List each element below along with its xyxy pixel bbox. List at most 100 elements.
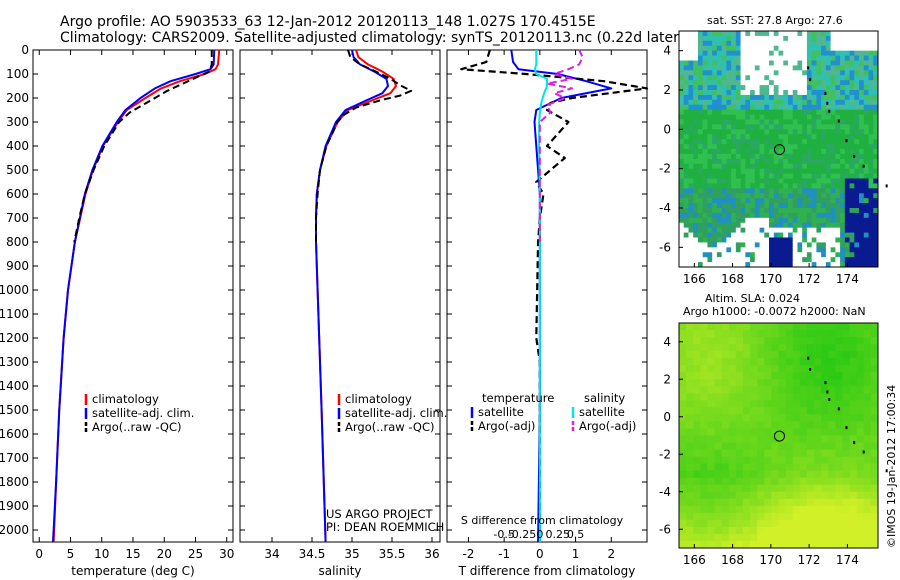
temperature-xtick-label: 15	[125, 547, 140, 561]
salinity-xtick-label: 34.5	[299, 547, 326, 561]
salinity-legend-label: satellite-adj. clim.	[345, 406, 447, 420]
sla-island	[828, 398, 831, 401]
sla-map-ytick-label: 2	[663, 372, 671, 386]
difference-s-tick-label: 0.25	[545, 528, 570, 541]
salinity-series-satellite-adj-clim-	[315, 49, 389, 543]
depth-tick-label: 1400	[0, 379, 29, 393]
difference-frame	[446, 49, 648, 543]
sla-map-ytick-label: -2	[659, 447, 671, 461]
sst-map-ytick-label: 4	[663, 44, 671, 58]
sst-map-ytick-label: -4	[659, 201, 671, 215]
difference-legend-s-head: salinity	[584, 391, 625, 405]
difference-series-salinity-satellite	[533, 50, 548, 542]
difference-s-axis-label: S difference from climatology	[461, 514, 624, 527]
depth-tick-label: 900	[6, 259, 29, 273]
sla-map-frame	[678, 322, 879, 549]
sla-map-ytick-label: 0	[663, 410, 671, 424]
difference-s-legend-label: satellite	[579, 405, 625, 419]
difference-s-tick-label: -0.5	[493, 528, 514, 541]
sst-map-xtick-label: 172	[798, 272, 821, 286]
depth-tick-label: 1700	[0, 451, 29, 465]
sst-island	[824, 91, 827, 95]
sla-island	[862, 450, 865, 454]
difference-s-legend-label: Argo(-adj)	[579, 419, 636, 433]
temperature-legend-label: Argo(..raw -QC)	[92, 420, 182, 434]
difference-s-tick-label: -0.25	[508, 528, 536, 541]
sla-map-ytick-label: -6	[659, 522, 671, 536]
pi-line-2: PI: DEAN ROEMMICH	[326, 520, 444, 534]
sla-map	[678, 322, 888, 549]
sla-island	[845, 426, 848, 430]
sst-island	[826, 101, 829, 105]
salinity-series-climatology	[315, 49, 397, 543]
depth-tick-label: 1300	[0, 355, 29, 369]
temperature-series-climatology	[52, 49, 221, 543]
depth-tick-label: 1100	[0, 307, 29, 321]
depth-tick-label: 1900	[0, 499, 29, 513]
depth-tick-label: 2000	[0, 523, 29, 537]
salinity-legend-label: Argo(..raw -QC)	[345, 420, 435, 434]
sst-island	[845, 139, 848, 143]
difference-series-temperature-argo-adj-	[460, 49, 649, 542]
temperature-series-satellite-adj-clim-	[52, 49, 216, 543]
sla-island	[853, 441, 856, 445]
salinity-xtick-label: 36	[424, 547, 439, 561]
sst-map-xtick-label: 166	[683, 272, 706, 286]
depth-tick-label: 700	[6, 211, 29, 225]
sst-island	[828, 109, 831, 113]
depth-tick-label: 100	[6, 67, 29, 81]
difference-xtick-label: -1	[498, 547, 510, 561]
difference-xtick-label: 0	[536, 547, 544, 561]
temperature-legend-label: satellite-adj. clim.	[92, 406, 194, 420]
sla-map-xtick-label: 170	[759, 553, 782, 567]
temperature-legend-label: climatology	[92, 392, 159, 406]
salinity-series-argo-raw-qc-	[315, 49, 413, 242]
sla-map-ytick-label: -4	[659, 485, 671, 499]
header-line-2: Climatology: CARS2009. Satellite-adjuste…	[60, 30, 685, 46]
sst-map-xtick-label: 168	[721, 272, 744, 286]
sst-map-ytick-label: -2	[659, 162, 671, 176]
depth-tick-label: 0	[21, 43, 29, 57]
sst-map-ytick-label: 2	[663, 83, 671, 97]
sla-argo-location-marker	[773, 430, 785, 442]
difference-xlabel: T difference from climatology	[458, 564, 636, 578]
temperature-xtick-label: 0	[35, 547, 43, 561]
temperature-frame	[32, 49, 234, 543]
depth-tick-label: 800	[6, 235, 29, 249]
sst-map-xtick-label: 170	[759, 272, 782, 286]
sla-map-xtick-label: 172	[798, 553, 821, 567]
temperature-xtick-label: 20	[157, 547, 172, 561]
sst-island	[885, 184, 888, 188]
temperature-xtick-label: 10	[94, 547, 109, 561]
depth-tick-label: 300	[6, 115, 29, 129]
temperature-xtick-label: 25	[188, 547, 203, 561]
salinity-xlabel: salinity	[318, 564, 361, 578]
sla-map-xtick-label: 174	[836, 553, 859, 567]
temperature-series-argo-raw-qc-	[73, 50, 213, 243]
sla-island	[809, 368, 812, 371]
depth-tick-label: 600	[6, 187, 29, 201]
salinity-legend-label: climatology	[345, 392, 412, 406]
sst-map-xtick-label: 174	[836, 272, 859, 286]
sla-island	[837, 407, 840, 411]
sst-argo-location-marker	[773, 144, 785, 156]
depth-tick-label: 400	[6, 139, 29, 153]
sla-island	[824, 381, 827, 385]
sla-map-title-1: Altim. SLA: 0.024	[705, 292, 801, 305]
sst-island	[809, 78, 812, 82]
salinity-xtick-label: 35	[344, 547, 359, 561]
difference-legend-t-head: temperature	[482, 391, 554, 405]
depth-tick-label: 1600	[0, 427, 29, 441]
depth-tick-label: 1500	[0, 403, 29, 417]
sla-island	[885, 469, 888, 473]
depth-tick-label: 200	[6, 91, 29, 105]
pi-line-1: US ARGO PROJECT	[326, 507, 434, 521]
sst-map-ytick-label: 0	[663, 122, 671, 136]
temperature-xlabel: temperature (deg C)	[71, 564, 194, 578]
depth-tick-label: 1000	[0, 283, 29, 297]
depth-tick-label: 1200	[0, 331, 29, 345]
difference-s-tick-label: 0	[536, 528, 543, 541]
sst-map	[678, 30, 888, 268]
credit-text: ©IMOS 19-Jan-2012 17:00:34	[885, 384, 898, 548]
